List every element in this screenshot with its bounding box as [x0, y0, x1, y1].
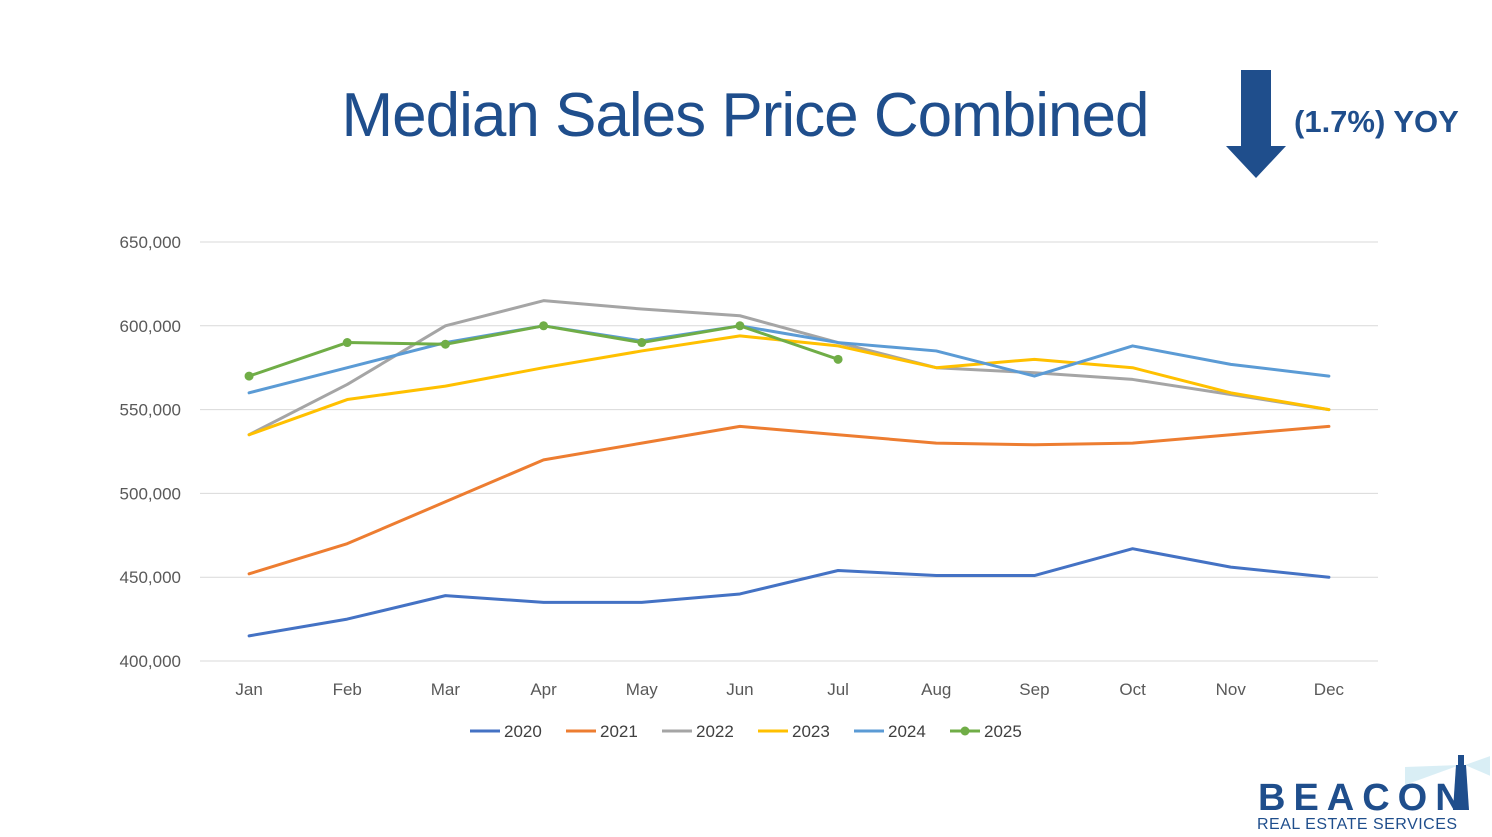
- legend-label: 2024: [888, 722, 926, 741]
- data-point-2025: [244, 371, 254, 381]
- x-tick-label: Feb: [333, 680, 362, 699]
- data-point-2025: [833, 354, 843, 364]
- legend-label: 2022: [696, 722, 734, 741]
- legend-label: 2021: [600, 722, 638, 741]
- x-tick-label: Jun: [726, 680, 753, 699]
- y-tick-label: 450,000: [120, 568, 181, 587]
- x-tick-label: Nov: [1216, 680, 1247, 699]
- y-tick-label: 600,000: [120, 317, 181, 336]
- x-axis-tick-labels: Jan Feb Mar Apr May Jun Jul Aug Sep Oct Nov Dec: [235, 680, 1344, 699]
- y-tick-label: 400,000: [120, 652, 181, 671]
- data-point-2025: [735, 321, 745, 331]
- x-tick-label: Jul: [827, 680, 849, 699]
- x-tick-label: Aug: [921, 680, 951, 699]
- legend-label: 2020: [504, 722, 542, 741]
- data-point-2025: [342, 338, 352, 348]
- x-tick-label: Apr: [530, 680, 557, 699]
- legend-item-2021: 2021: [566, 722, 638, 741]
- series-line-2021: [247, 424, 1331, 576]
- series-line-2020: [247, 547, 1331, 638]
- y-tick-label: 500,000: [120, 484, 181, 503]
- y-tick-label: 650,000: [120, 233, 181, 252]
- y-axis-tick-labels: 400,000 450,000 500,000 550,000 600,000 650,0…: [120, 233, 181, 671]
- x-tick-label: Dec: [1314, 680, 1345, 699]
- chart-legend: 2020 2021 2022 2023 2024 2025: [470, 722, 1022, 741]
- series-line-2023: [247, 334, 1331, 437]
- legend-label: 2025: [984, 722, 1022, 741]
- down-arrow-icon: [1226, 70, 1286, 178]
- x-tick-label: May: [626, 680, 659, 699]
- legend-item-2022: 2022: [662, 722, 734, 741]
- data-point-2025: [637, 338, 647, 348]
- data-point-2025: [539, 321, 549, 331]
- legend-item-2025: 2025: [950, 722, 1022, 741]
- x-tick-label: Jan: [235, 680, 262, 699]
- page-title: Median Sales Price Combined: [341, 81, 1150, 150]
- legend-item-2023: 2023: [758, 722, 830, 741]
- beacon-logo: BEACON REAL ESTATE SERVICES: [1255, 755, 1490, 835]
- legend-marker: [960, 726, 970, 736]
- yoy-change-label: (1.7%) YOY: [1294, 104, 1459, 139]
- series-line-2022: [247, 299, 1331, 437]
- logo-name: BEACON: [1258, 777, 1471, 819]
- data-point-2025: [440, 339, 450, 349]
- legend-item-2024: 2024: [854, 722, 926, 741]
- x-tick-label: Oct: [1119, 680, 1146, 699]
- y-tick-label: 550,000: [120, 401, 181, 420]
- legend-item-2020: 2020: [470, 722, 542, 741]
- x-tick-label: Mar: [431, 680, 461, 699]
- lighthouse-icon: [1405, 755, 1490, 810]
- series-line-2024: [247, 324, 1331, 395]
- chart-series: [244, 299, 1331, 638]
- logo-subtitle: REAL ESTATE SERVICES: [1257, 816, 1458, 833]
- legend-label: 2023: [792, 722, 830, 741]
- chart-gridlines: [200, 241, 1378, 662]
- x-tick-label: Sep: [1019, 680, 1049, 699]
